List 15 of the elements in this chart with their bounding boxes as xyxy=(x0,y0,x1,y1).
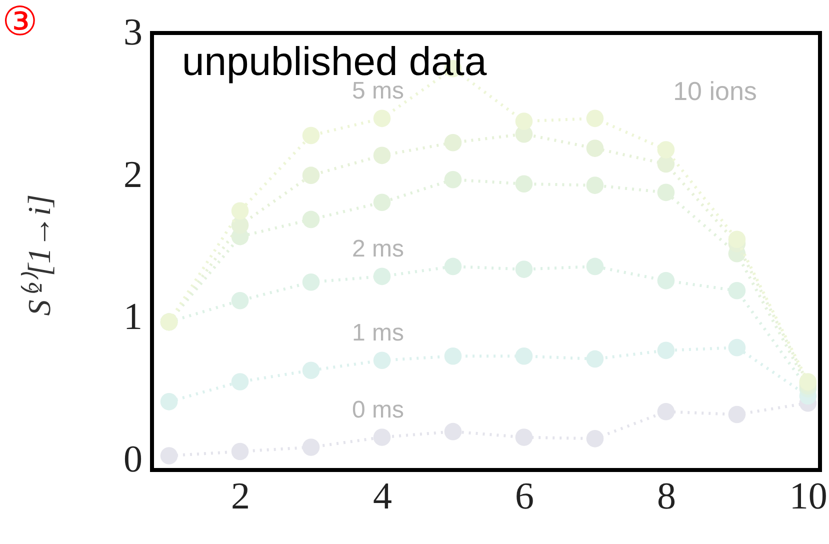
y-tick-label: 1 xyxy=(124,296,142,338)
y-tick-label: 0 xyxy=(124,438,142,481)
text: ③ xyxy=(2,0,38,45)
x-tick-label: 8 xyxy=(656,476,676,518)
y-tick-label: 3 xyxy=(124,12,142,54)
series-label: 1 ms xyxy=(352,319,404,346)
x-tick-label: 4 xyxy=(373,476,392,518)
y-tick-label: 2 xyxy=(124,154,142,196)
series-label: 0 ms xyxy=(352,396,404,424)
x-tick-label: 10 xyxy=(789,476,828,518)
x-tick-label: 2 xyxy=(231,476,250,518)
series-label: 2 ms xyxy=(352,235,404,262)
y-axis-title: S⁽²⁾[1→i] xyxy=(20,194,57,316)
x-tick-label: 6 xyxy=(514,476,534,518)
annotation: 10 ions xyxy=(673,76,757,106)
